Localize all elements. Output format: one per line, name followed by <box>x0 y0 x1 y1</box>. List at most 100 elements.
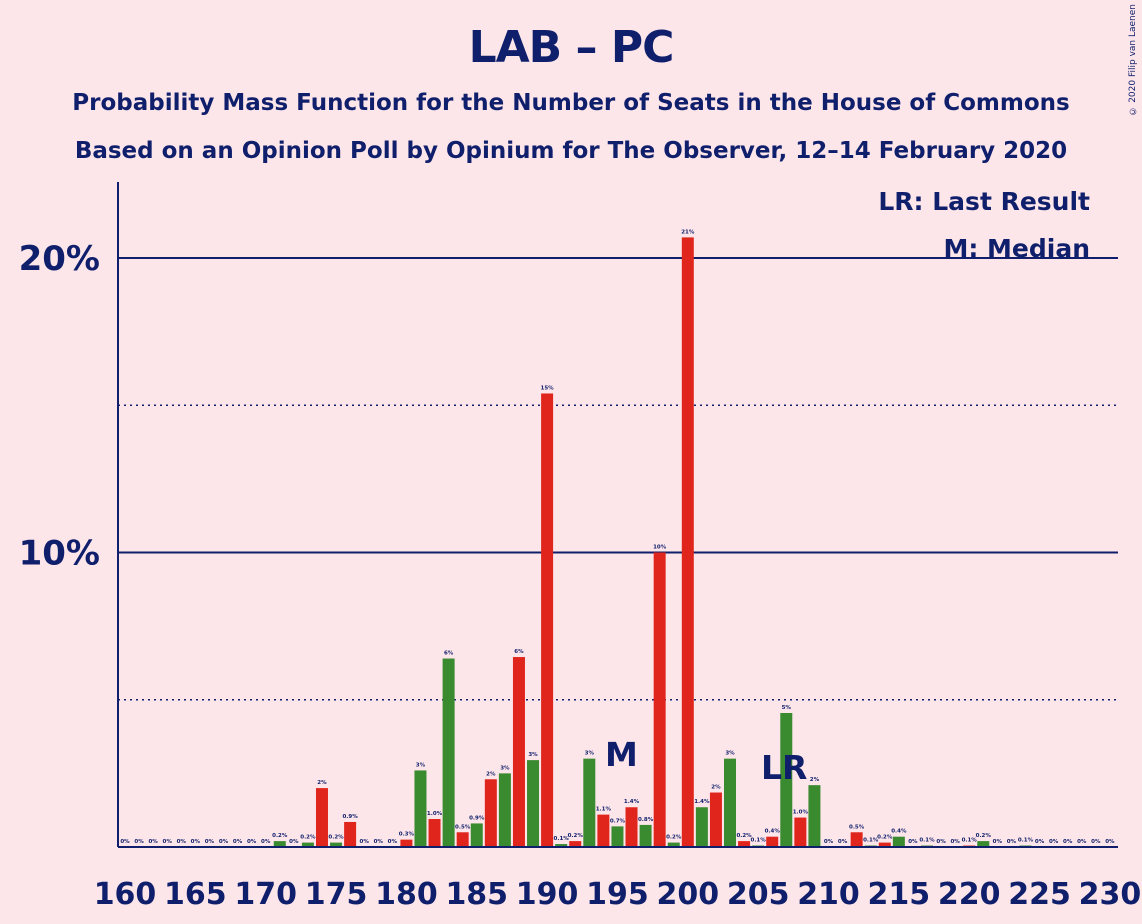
data-label: 0% <box>148 839 158 845</box>
bar-seat-196 <box>625 807 638 847</box>
x-tick-label: 210 <box>797 877 860 912</box>
data-label: 0.2% <box>328 835 344 841</box>
bar-seat-184 <box>456 832 469 847</box>
data-label: 0.1% <box>962 838 978 844</box>
data-label: 6% <box>444 651 454 657</box>
data-label: 0.5% <box>455 824 471 830</box>
bar-seat-171 <box>273 841 286 847</box>
x-tick-label: 230 <box>1079 877 1142 912</box>
bar-seat-221 <box>977 841 990 847</box>
data-label: 0% <box>388 839 398 845</box>
x-tick-label: 200 <box>656 877 719 912</box>
bar-seat-188 <box>512 657 525 847</box>
x-tick-label: 170 <box>234 877 297 912</box>
data-label: 0.9% <box>342 814 358 820</box>
bar-seat-214 <box>878 842 891 847</box>
data-label: 1.4% <box>694 799 710 805</box>
x-tick-label: 195 <box>586 877 649 912</box>
data-label: 0.2% <box>877 835 893 841</box>
bar-seat-197 <box>639 824 652 847</box>
data-label: 0% <box>993 839 1003 845</box>
data-label: 0% <box>1105 839 1115 845</box>
data-label: 3% <box>416 762 426 768</box>
data-label: 1.0% <box>427 811 443 817</box>
bar-seat-204 <box>738 841 751 847</box>
y-tick-label: 20% <box>19 239 100 279</box>
data-label: 0.2% <box>300 835 316 841</box>
chart-subtitle-1: Probability Mass Function for the Number… <box>72 90 1070 116</box>
data-label: 0% <box>824 839 834 845</box>
data-label: 0% <box>233 839 243 845</box>
chart-title: LAB – PC <box>468 22 675 73</box>
data-label: 0.8% <box>638 817 654 823</box>
data-label: 10% <box>653 545 667 551</box>
data-label: 0% <box>177 839 187 845</box>
data-label: 0.1% <box>1018 838 1034 844</box>
data-label: 3% <box>500 765 510 771</box>
data-label: 0% <box>1035 839 1045 845</box>
data-label: 0.4% <box>765 829 781 835</box>
x-tick-label: 220 <box>938 877 1001 912</box>
bar-seat-186 <box>484 779 497 847</box>
data-label: 0.2% <box>976 833 992 839</box>
bar-seat-194 <box>597 814 610 847</box>
bar-seat-180 <box>400 839 413 847</box>
bar-seat-202 <box>709 792 722 847</box>
bar-seat-199 <box>667 842 680 847</box>
data-label: 3% <box>585 751 595 757</box>
data-label: 0.7% <box>610 818 626 824</box>
data-label: 0% <box>247 839 257 845</box>
x-tick-label: 185 <box>445 877 508 912</box>
bar-seat-195 <box>611 826 624 847</box>
data-label: 0% <box>1063 839 1073 845</box>
data-label: 0.3% <box>399 832 415 838</box>
x-tick-label: 225 <box>1008 877 1071 912</box>
data-label: 2% <box>810 777 820 783</box>
bar-seat-200 <box>681 237 694 847</box>
data-label: 0% <box>908 839 918 845</box>
data-label: 0% <box>120 839 130 845</box>
median-marker: M <box>605 735 638 774</box>
x-tick-label: 190 <box>516 877 579 912</box>
bar-seat-192 <box>569 841 582 847</box>
x-tick-label: 175 <box>305 877 368 912</box>
bar-seat-206 <box>766 836 779 847</box>
bar-seat-191 <box>555 844 568 847</box>
bar-seat-173 <box>301 842 314 847</box>
bar-seat-215 <box>892 836 905 847</box>
data-label: 0% <box>219 839 229 845</box>
data-label: 0% <box>838 839 848 845</box>
data-label: 3% <box>528 752 538 758</box>
data-label: 0.4% <box>891 829 907 835</box>
bar-seat-209 <box>808 785 821 847</box>
data-label: 0.1% <box>919 838 935 844</box>
data-label: 1.1% <box>596 807 612 813</box>
data-label: 1.4% <box>624 799 640 805</box>
bar-seat-203 <box>724 758 737 847</box>
data-label: 0% <box>191 839 201 845</box>
data-label: 0.2% <box>666 835 682 841</box>
data-label: 0% <box>1007 839 1017 845</box>
data-label: 2% <box>486 771 496 777</box>
data-label: 0.1% <box>751 838 767 844</box>
data-label: 0% <box>261 839 271 845</box>
bar-seat-176 <box>344 821 357 847</box>
bar-seat-189 <box>527 760 540 847</box>
bar-seat-207 <box>780 713 793 847</box>
data-label: 0.2% <box>272 833 288 839</box>
data-label: 15% <box>541 385 555 391</box>
x-tick-label: 215 <box>868 877 931 912</box>
data-label: 0% <box>950 839 960 845</box>
y-tick-label: 10% <box>19 534 100 574</box>
data-label: 0% <box>1077 839 1087 845</box>
data-label: 0% <box>374 839 384 845</box>
chart-subtitle-2: Based on an Opinion Poll by Opinium for … <box>74 138 1068 164</box>
data-label: 0% <box>360 839 370 845</box>
data-label: 0% <box>163 839 173 845</box>
legend-median: M: Median <box>943 234 1090 263</box>
data-label: 2% <box>711 785 721 791</box>
bar-seat-190 <box>541 393 554 847</box>
x-tick-label: 160 <box>94 877 157 912</box>
data-label: 0.2% <box>736 833 752 839</box>
